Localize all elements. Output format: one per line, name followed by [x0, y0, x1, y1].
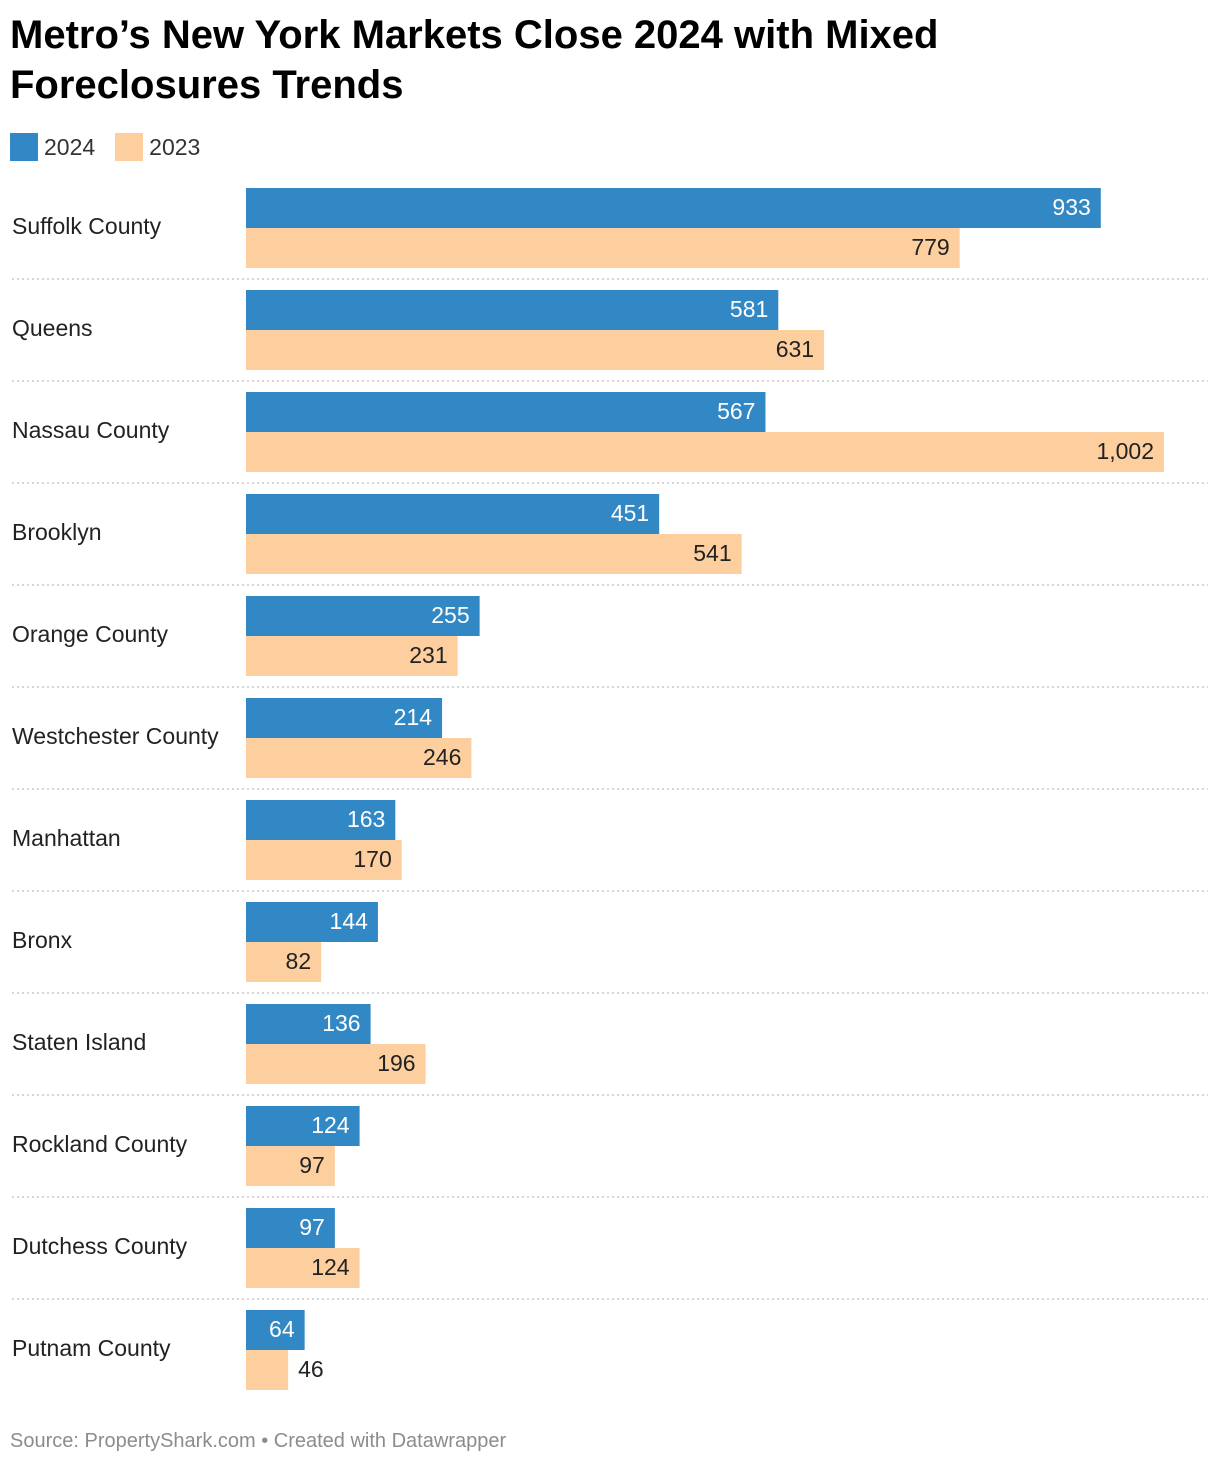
bar-2023-rockland-county: [246, 1146, 335, 1186]
bar-2023-westchester-county: [246, 738, 472, 778]
value-label-2023-rockland-county: 97: [299, 1152, 325, 1178]
category-label-nassau-county: Nassau County: [12, 417, 170, 443]
value-label-2024-putnam-county: 64: [269, 1316, 295, 1342]
value-label-2023-queens: 631: [776, 336, 814, 362]
bar-2023-queens: [246, 330, 825, 370]
bar-2023-orange-county: [246, 636, 458, 676]
value-label-2024-suffolk-county: 933: [1052, 194, 1090, 220]
value-label-2024-dutchess-county: 97: [299, 1214, 325, 1240]
chart-title: Metro’s New York Markets Close 2024 with…: [10, 13, 939, 107]
bar-2023-bronx: [246, 942, 322, 982]
legend-label-2023: 2023: [149, 133, 201, 160]
category-label-brooklyn: Brooklyn: [12, 519, 101, 545]
legend-label-2024: 2024: [44, 133, 96, 160]
bar-2024-putnam-county: [246, 1310, 305, 1350]
value-label-2024-orange-county: 255: [431, 602, 469, 628]
value-label-2023-dutchess-county: 124: [311, 1254, 350, 1280]
value-label-2024-rockland-county: 124: [311, 1112, 350, 1138]
bar-2024-rockland-county: [246, 1106, 360, 1146]
bar-2023-suffolk-county: [246, 228, 960, 268]
category-label-orange-county: Orange County: [12, 621, 168, 647]
category-label-queens: Queens: [12, 315, 93, 341]
bar-2023-nassau-county: [246, 432, 1164, 472]
category-label-suffolk-county: Suffolk County: [12, 213, 162, 239]
bar-chart: Suffolk County 933 779 Queens 581 631 Nassau C…: [12, 188, 1208, 1390]
category-label-putnam-county: Putnam County: [12, 1335, 171, 1361]
value-label-2024-nassau-county: 567: [717, 398, 755, 424]
category-label-manhattan: Manhattan: [12, 825, 121, 851]
legend-item-2024: 2024: [10, 133, 95, 161]
bar-2024-brooklyn: [246, 494, 660, 534]
value-label-2023-manhattan: 170: [353, 846, 391, 872]
value-label-2024-manhattan: 163: [347, 806, 385, 832]
legend: 2024 2023: [10, 132, 200, 162]
value-label-2023-suffolk-county: 779: [911, 234, 949, 260]
value-label-2024-bronx: 144: [330, 908, 369, 934]
bar-2024-staten-island: [246, 1004, 371, 1044]
category-label-bronx: Bronx: [12, 927, 73, 953]
bar-2024-bronx: [246, 902, 378, 942]
bar-2023-staten-island: [246, 1044, 426, 1084]
value-label-2024-westchester-county: 214: [394, 704, 433, 730]
bar-2024-orange-county: [246, 596, 480, 636]
category-label-westchester-county: Westchester County: [12, 723, 219, 749]
value-label-2023-westchester-county: 246: [423, 744, 461, 770]
category-label-rockland-county: Rockland County: [12, 1131, 188, 1157]
bar-2023-manhattan: [246, 840, 402, 880]
value-label-2023-orange-county: 231: [409, 642, 447, 668]
value-label-2024-brooklyn: 451: [611, 500, 649, 526]
source-note: Source: PropertyShark.com • Created with…: [10, 1430, 507, 1452]
bar-2024-queens: [246, 290, 779, 330]
bar-2024-manhattan: [246, 800, 396, 840]
bar-2024-suffolk-county: [246, 188, 1101, 228]
bar-2023-dutchess-county: [246, 1248, 360, 1288]
value-label-2023-putnam-county: 46: [298, 1356, 324, 1382]
category-label-staten-island: Staten Island: [12, 1029, 146, 1055]
legend-swatch-2024: [10, 133, 38, 161]
value-label-2023-nassau-county: 1,002: [1096, 438, 1154, 464]
value-label-2023-brooklyn: 541: [693, 540, 731, 566]
bar-2024-dutchess-county: [246, 1208, 335, 1248]
bar-2024-nassau-county: [246, 392, 766, 432]
value-label-2024-staten-island: 136: [322, 1010, 360, 1036]
value-label-2023-bronx: 82: [286, 948, 312, 974]
category-label-dutchess-county: Dutchess County: [12, 1233, 188, 1259]
bar-2023-brooklyn: [246, 534, 742, 574]
legend-swatch-2023: [115, 133, 144, 161]
value-label-2023-staten-island: 196: [377, 1050, 415, 1076]
bar-2024-westchester-county: [246, 698, 443, 738]
value-label-2024-queens: 581: [730, 296, 768, 322]
legend-item-2023: 2023: [115, 133, 200, 161]
bar-2023-putnam-county: [246, 1350, 289, 1390]
